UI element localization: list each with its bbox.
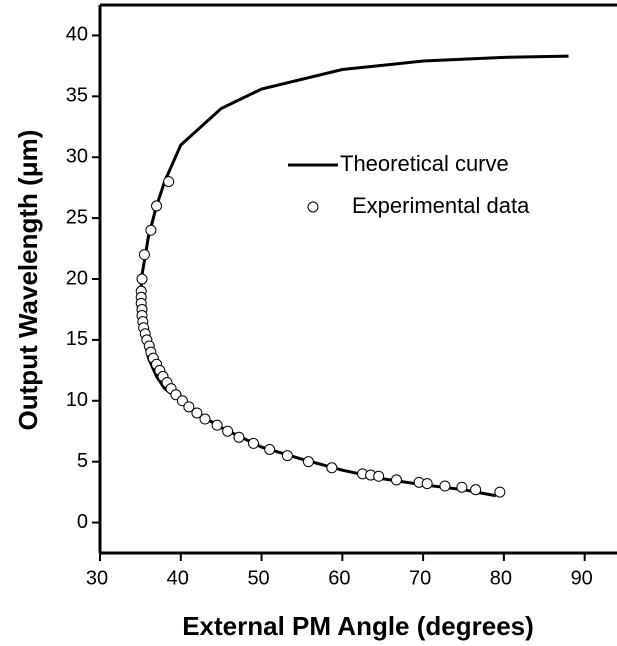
data-point [211,419,223,431]
y-tick-label: 30 [66,146,88,168]
data-point [494,486,506,498]
y-axis-title: Output Wavelength (μm) [13,130,43,431]
x-tick-label: 60 [328,567,350,589]
y-tick-label: 5 [77,450,88,472]
data-point [326,462,338,474]
x-tick-label: 80 [490,567,512,589]
data-point [373,470,385,482]
y-tick-label: 0 [77,511,88,533]
y-tick-label: 35 [66,85,88,107]
data-point [421,478,433,490]
x-tick-label: 30 [86,567,108,589]
x-tick-label: 90 [571,567,593,589]
data-point [138,249,150,261]
data-point [439,480,451,492]
data-point [470,484,482,496]
data-point [233,431,245,443]
y-tick-label: 25 [66,206,88,228]
data-point [456,481,468,493]
data-point [183,401,195,413]
x-tick-label: 70 [409,567,431,589]
x-axis-title: External PM Angle (degrees) [182,611,534,641]
legend-marker [307,201,319,213]
theoretical-curve [139,54,569,498]
y-tick-label: 20 [66,267,88,289]
legend-label: Experimental data [352,193,530,218]
legend-label: Theoretical curve [340,151,509,176]
data-point [145,224,157,236]
data-point [191,407,203,419]
data-point [222,425,234,437]
data-point [390,474,402,486]
data-point [302,456,314,468]
y-tick-label: 40 [66,24,88,46]
y-tick-label: 15 [66,328,88,350]
data-point [281,450,293,462]
data-point [136,273,148,285]
data-point [163,176,175,188]
x-tick-label: 50 [247,567,269,589]
data-point [151,200,163,212]
y-tick-label: 10 [66,389,88,411]
data-point [247,437,259,449]
x-tick-label: 40 [167,567,189,589]
data-point [264,443,276,455]
data-point [199,413,211,425]
